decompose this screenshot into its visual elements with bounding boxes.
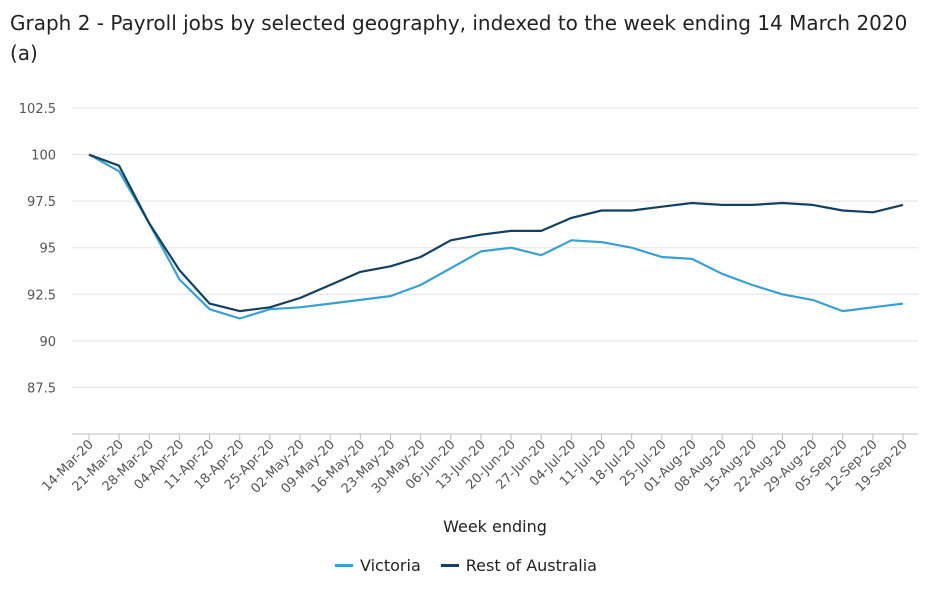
y-tick-label: 100	[31, 149, 56, 164]
legend-swatch-rest-of-australia	[440, 564, 459, 567]
legend-item-victoria[interactable]: Victoria	[335, 556, 421, 575]
y-tick-label: 92.5	[27, 288, 56, 303]
legend-swatch-victoria	[335, 564, 354, 567]
x-axis-label: Week ending	[443, 517, 547, 536]
y-axis-ticks: 87.5 90 92.5 95 97.5 100 102.5	[19, 102, 56, 396]
legend-label-victoria: Victoria	[360, 556, 421, 575]
y-tick-label: 97.5	[27, 195, 56, 210]
y-tick-label: 95	[39, 242, 56, 257]
x-axis-ticks: 14-Mar-2021-Mar-2028-Mar-2004-Apr-2011-A…	[39, 434, 911, 497]
legend-item-rest-of-australia[interactable]: Rest of Australia	[440, 556, 597, 575]
series-line-rest-of-australia[interactable]	[88, 153, 904, 313]
series-line-victoria[interactable]	[88, 153, 904, 320]
chart-title: Graph 2 - Payroll jobs by selected geogr…	[10, 11, 908, 65]
y-tick-label: 87.5	[27, 381, 56, 396]
series-lines	[88, 153, 904, 320]
legend: Victoria Rest of Australia	[0, 556, 932, 575]
y-tick-label: 90	[39, 335, 56, 350]
y-tick-label: 102.5	[19, 102, 56, 117]
gridlines	[72, 107, 918, 388]
legend-label-rest-of-australia: Rest of Australia	[465, 556, 597, 575]
